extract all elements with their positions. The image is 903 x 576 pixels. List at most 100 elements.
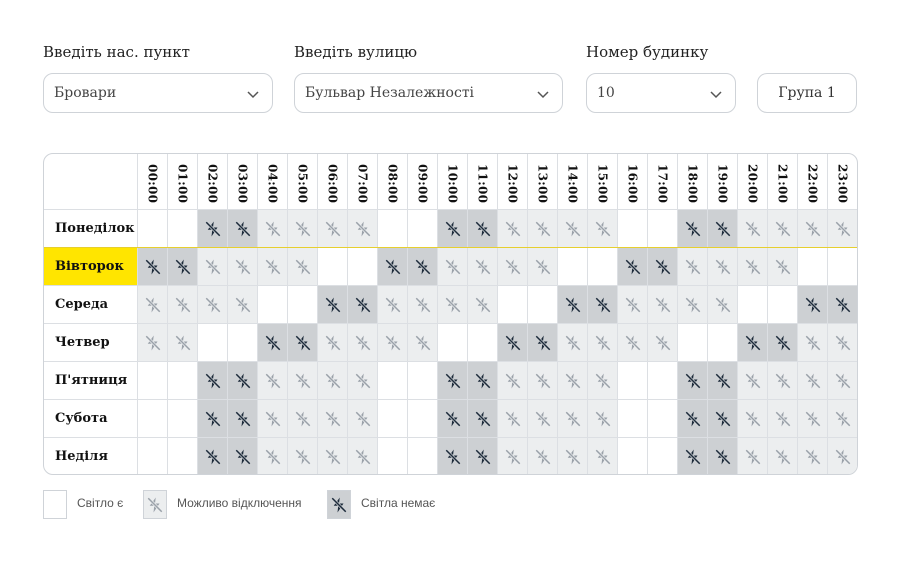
schedule-cell [317,286,347,323]
lightning-slash-icon [774,448,791,465]
lightning-slash-icon [804,220,821,237]
corner-cell [44,154,137,209]
schedule-cell [467,210,497,247]
lightning-slash-icon [147,496,163,513]
hour-label: 19:00 [715,164,730,204]
schedule-cell [317,210,347,247]
schedule-cell [587,248,617,285]
hour-header: 04:00 [257,154,287,209]
schedule-cell [317,438,347,474]
city-select-value: Бровари [54,85,117,101]
house-label: Номер будинку [586,43,709,61]
schedule-cell [407,362,437,399]
lightning-slash-icon [744,220,761,237]
schedule-row: П'ятниця [44,361,857,399]
legend-on-label: Світло є [77,496,124,510]
legend-maybe-label: Можливо відключення [177,496,302,510]
schedule-cell [527,362,557,399]
house-select[interactable]: 10 [586,73,736,113]
hour-header: 11:00 [467,154,497,209]
lightning-slash-icon [204,410,221,427]
schedule-cell [347,286,377,323]
schedule-cell [257,362,287,399]
schedule-cell [767,362,797,399]
lightning-slash-icon [714,448,731,465]
lightning-slash-icon [144,334,161,351]
schedule-cell [557,324,587,361]
hour-label: 22:00 [805,164,820,204]
schedule-cell [827,324,857,361]
schedule-cell [137,324,167,361]
hour-header: 19:00 [707,154,737,209]
lightning-slash-icon [564,372,581,389]
hour-label: 02:00 [205,164,220,204]
hour-label: 07:00 [355,164,370,204]
lightning-slash-icon [354,448,371,465]
hour-label: 12:00 [505,164,520,204]
lightning-slash-icon [684,220,701,237]
schedule-cell [437,210,467,247]
lightning-slash-icon [804,410,821,427]
schedule-cell [347,438,377,474]
schedule-cell [497,438,527,474]
schedule-cell [347,210,377,247]
lightning-slash-icon [414,296,431,313]
schedule-cell [797,286,827,323]
day-label: Четвер [55,335,110,350]
day-label: Понеділок [55,221,135,236]
schedule-cell [287,362,317,399]
schedule-cell [557,210,587,247]
lightning-slash-icon [744,448,761,465]
city-select[interactable]: Бровари [43,73,273,113]
lightning-slash-icon [204,296,221,313]
schedule-cell [797,400,827,437]
lightning-slash-icon [294,372,311,389]
schedule-cell [767,210,797,247]
lightning-slash-icon [444,220,461,237]
schedule-cell [797,324,827,361]
schedule-cell [467,438,497,474]
lightning-slash-icon [774,258,791,275]
schedule-cell [167,438,197,474]
lightning-slash-icon [324,220,341,237]
lightning-slash-icon [384,334,401,351]
lightning-slash-icon [264,258,281,275]
hour-label: 14:00 [565,164,580,204]
schedule-cell [527,324,557,361]
street-select[interactable]: Бульвар Незалежності [294,73,563,113]
legend-off-swatch [327,490,351,519]
schedule-cell [137,248,167,285]
schedule-row: Вівторок [44,247,857,285]
lightning-slash-icon [324,448,341,465]
schedule-cell [737,248,767,285]
schedule-cell [827,210,857,247]
lightning-slash-icon [774,220,791,237]
lightning-slash-icon [744,258,761,275]
group-button[interactable]: Група 1 [757,73,857,113]
schedule-cell [767,286,797,323]
lightning-slash-icon [474,258,491,275]
lightning-slash-icon [504,220,521,237]
house-select-value: 10 [597,85,615,101]
hour-label: 04:00 [265,164,280,204]
lightning-slash-icon [294,334,311,351]
lightning-slash-icon [684,258,701,275]
schedule-cell [617,362,647,399]
hour-header: 09:00 [407,154,437,209]
lightning-slash-icon [534,334,551,351]
schedule-cell [707,362,737,399]
schedule-cell [227,438,257,474]
outage-schedule-table: 00:00 01:00 02:00 03:00 04:00 05:00 06:00 07:00… [43,153,858,475]
schedule-cell [617,248,647,285]
schedule-cell [287,438,317,474]
schedule-cell [377,400,407,437]
schedule-cell [377,362,407,399]
chevron-down-icon [537,91,549,99]
lightning-slash-icon [204,372,221,389]
lightning-slash-icon [834,372,851,389]
schedule-cell [287,210,317,247]
schedule-cell [167,248,197,285]
lightning-slash-icon [714,258,731,275]
schedule-cell [197,286,227,323]
schedule-cell [677,400,707,437]
